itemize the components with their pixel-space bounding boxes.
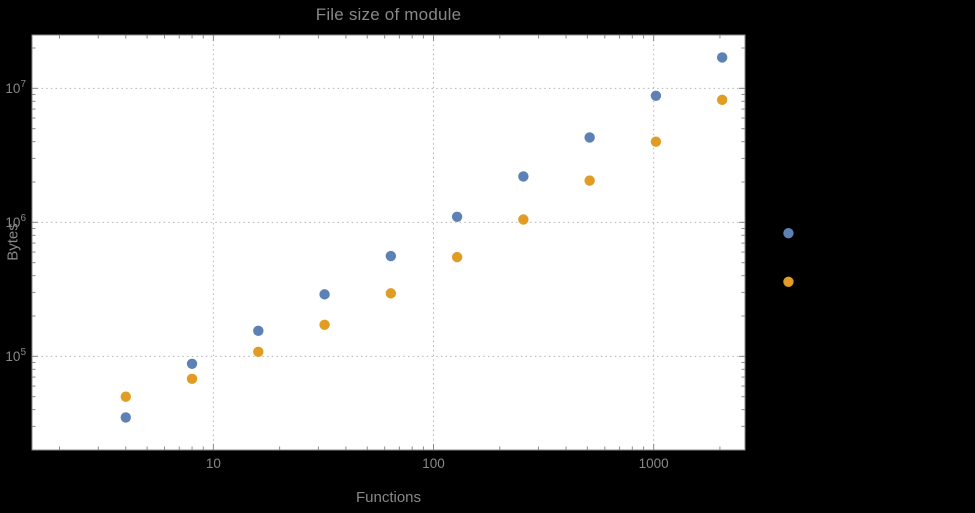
data-point-series-blue [186, 358, 198, 369]
data-point-series-blue [120, 412, 131, 423]
data-point-series-orange [584, 175, 595, 186]
data-point-series-orange [319, 319, 330, 330]
data-point-series-orange [385, 288, 397, 299]
data-point-series-orange [120, 391, 131, 402]
data-point-series-blue [716, 52, 728, 63]
data-point-series-blue [385, 250, 397, 262]
x-tick-label: 100 [422, 456, 445, 471]
data-point-series-orange [518, 214, 529, 225]
data-point-series-blue [584, 132, 595, 143]
data-point-series-orange [451, 251, 463, 263]
data-point-series-orange [253, 346, 264, 358]
data-point-series-blue [783, 227, 794, 239]
x-tick-label: 10 [206, 456, 221, 471]
y-tick-label: 105 [5, 347, 26, 364]
x-tick-label: 1000 [639, 456, 669, 471]
data-point-series-blue [253, 325, 264, 337]
data-point-series-blue [451, 211, 463, 222]
plot-background [32, 35, 745, 450]
y-tick-label: 106 [5, 213, 26, 230]
data-point-series-orange [783, 276, 794, 287]
data-point-series-blue [319, 289, 330, 300]
data-point-series-orange [716, 94, 728, 106]
data-point-series-orange [186, 373, 198, 384]
y-tick-label: 107 [5, 79, 26, 96]
chart-title: File size of module [315, 5, 462, 24]
x-axis-label: Functions [355, 489, 422, 506]
data-point-series-blue [650, 90, 662, 101]
data-point-series-orange [650, 136, 662, 147]
plot-frame [31, 34, 746, 451]
data-point-series-blue [518, 171, 529, 182]
